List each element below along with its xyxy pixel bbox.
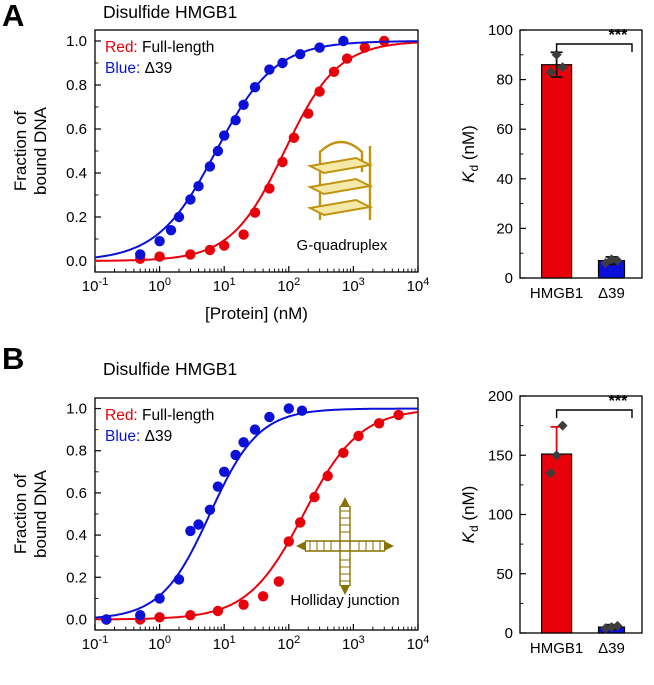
- series-full-length: [95, 35, 419, 264]
- svg-text:0.8: 0.8: [66, 77, 87, 94]
- g-quadruplex-tetrads: [306, 156, 374, 217]
- svg-text:60: 60: [496, 121, 513, 138]
- category-label: Δ39: [598, 285, 625, 302]
- series-δ39: [94, 35, 418, 260]
- y-axis-label: Fraction of bound DNA: [11, 106, 50, 195]
- bars: [540, 453, 626, 634]
- svg-text:10-1: 10-1: [82, 634, 108, 653]
- svg-text:0.6: 0.6: [66, 485, 87, 502]
- svg-text:Fraction of: Fraction of: [11, 111, 30, 192]
- legend-entry: Red: Full-length: [105, 39, 214, 56]
- significance-bracket: ***: [555, 27, 633, 52]
- svg-text:0.2: 0.2: [66, 209, 87, 226]
- category-label: HMGB1: [530, 285, 583, 302]
- svg-text:100: 100: [148, 634, 171, 653]
- svg-text:Fraction of: Fraction of: [11, 474, 30, 555]
- svg-text:0.0: 0.0: [66, 253, 87, 270]
- svg-text:101: 101: [213, 634, 236, 653]
- legend-entry: Blue: Δ39: [105, 60, 172, 77]
- svg-text:40: 40: [496, 171, 513, 188]
- svg-text:104: 104: [407, 276, 430, 295]
- svg-text:20: 20: [496, 220, 513, 237]
- inset-caption: G-quadruplex: [297, 237, 388, 254]
- plot-frame: [519, 395, 643, 634]
- svg-text:100: 100: [148, 276, 171, 295]
- svg-text:50: 50: [496, 566, 513, 583]
- holliday-arrows: [296, 497, 394, 595]
- svg-text:100: 100: [488, 22, 513, 39]
- significance-stars: ***: [609, 27, 628, 44]
- svg-text:Kd (nM): Kd (nM): [460, 486, 481, 544]
- svg-text:104: 104: [407, 634, 430, 653]
- legend: Red: Full-length Blue: Δ39: [105, 407, 214, 445]
- kd-bar-chart-a: 0 20 40 60 80 100 HMGB1 Δ39 Kd (nM) ***: [460, 22, 643, 302]
- svg-text:0: 0: [505, 625, 513, 642]
- significance-bracket: ***: [555, 393, 633, 418]
- svg-text:10-1: 10-1: [82, 276, 108, 295]
- svg-text:80: 80: [496, 72, 513, 89]
- kd-bar-chart-b: 0 50 100 150 200 HMGB1 Δ39 Kd (nM) ***: [460, 388, 643, 657]
- g-quadruplex-icon: [306, 140, 374, 220]
- inset-caption: Holliday junction: [290, 592, 399, 609]
- y-axis-label: Kd (nM): [460, 486, 481, 544]
- svg-text:102: 102: [277, 276, 300, 295]
- svg-text:1.0: 1.0: [66, 33, 87, 50]
- y-axis: 0.0 0.2 0.4 0.6 0.8 1.0: [66, 33, 101, 270]
- svg-text:103: 103: [342, 634, 365, 653]
- svg-text:0.2: 0.2: [66, 569, 87, 586]
- svg-text:0.0: 0.0: [66, 611, 87, 628]
- holliday-ladders: [305, 506, 385, 586]
- binding-curve-chart-b: 10-1 100 101 102 103 104 0.0 0.2 0.4 0.6 0.8 1.0 Dis…: [11, 359, 430, 653]
- svg-text:101: 101: [213, 276, 236, 295]
- legend-entry: Blue: Δ39: [105, 428, 172, 445]
- series-δ39: [94, 403, 418, 625]
- svg-text:103: 103: [342, 276, 365, 295]
- chart-title: Disulfide HMGB1: [103, 359, 237, 379]
- bars: [540, 64, 626, 279]
- svg-text:0: 0: [505, 270, 513, 287]
- svg-text:102: 102: [277, 634, 300, 653]
- svg-text:150: 150: [488, 447, 513, 464]
- chart-title: Disulfide HMGB1: [103, 2, 237, 22]
- panel-a: A 10-1 100 101 102 103 104 0.0 0.2 0.4 0.6 0.8 1.0 D…: [2, 0, 643, 323]
- binding-curve-chart-a: 10-1 100 101 102 103 104 0.0 0.2 0.4 0.6 0.8 1.0 Dis…: [11, 2, 430, 323]
- svg-text:1.0: 1.0: [66, 401, 87, 418]
- significance-stars: ***: [609, 393, 628, 410]
- category-labels: HMGB1 Δ39: [530, 285, 625, 302]
- y-axis-label: Fraction of bound DNA: [11, 469, 50, 558]
- replicate-points: [545, 49, 623, 269]
- svg-text:bound DNA: bound DNA: [31, 469, 50, 558]
- panel-a-letter: A: [2, 0, 25, 33]
- y-axis: 0 50 100 150 200: [488, 388, 526, 642]
- y-axis: 0 20 40 60 80 100: [488, 22, 526, 287]
- holliday-junction-icon: [296, 497, 394, 595]
- category-labels: HMGB1 Δ39: [530, 640, 625, 657]
- svg-text:0.4: 0.4: [66, 165, 87, 182]
- svg-text:bound DNA: bound DNA: [31, 106, 50, 195]
- svg-text:0.8: 0.8: [66, 443, 87, 460]
- svg-text:Kd (nM): Kd (nM): [460, 125, 481, 183]
- svg-text:0.4: 0.4: [66, 527, 87, 544]
- svg-text:100: 100: [488, 507, 513, 524]
- plot-frame: [94, 29, 419, 273]
- svg-text:0.6: 0.6: [66, 121, 87, 138]
- svg-text:200: 200: [488, 388, 513, 405]
- y-axis: 0.0 0.2 0.4 0.6 0.8 1.0: [66, 401, 101, 628]
- panel-b: B 10-1 100 101 102 103 104 0.0 0.2 0.4 0.6 0.8 1.0 D…: [0, 341, 654, 685]
- y-axis-label: Kd (nM): [460, 125, 481, 183]
- x-axis-label: [Protein] (nM): [205, 304, 308, 323]
- panel-b-letter: B: [2, 341, 25, 376]
- replicate-points: [545, 420, 623, 634]
- plot-frame: [519, 29, 643, 279]
- legend-entry: Red: Full-length: [105, 407, 214, 424]
- category-label: HMGB1: [530, 640, 583, 657]
- category-label: Δ39: [598, 640, 625, 657]
- legend: Red: Full-length Blue: Δ39: [105, 39, 214, 77]
